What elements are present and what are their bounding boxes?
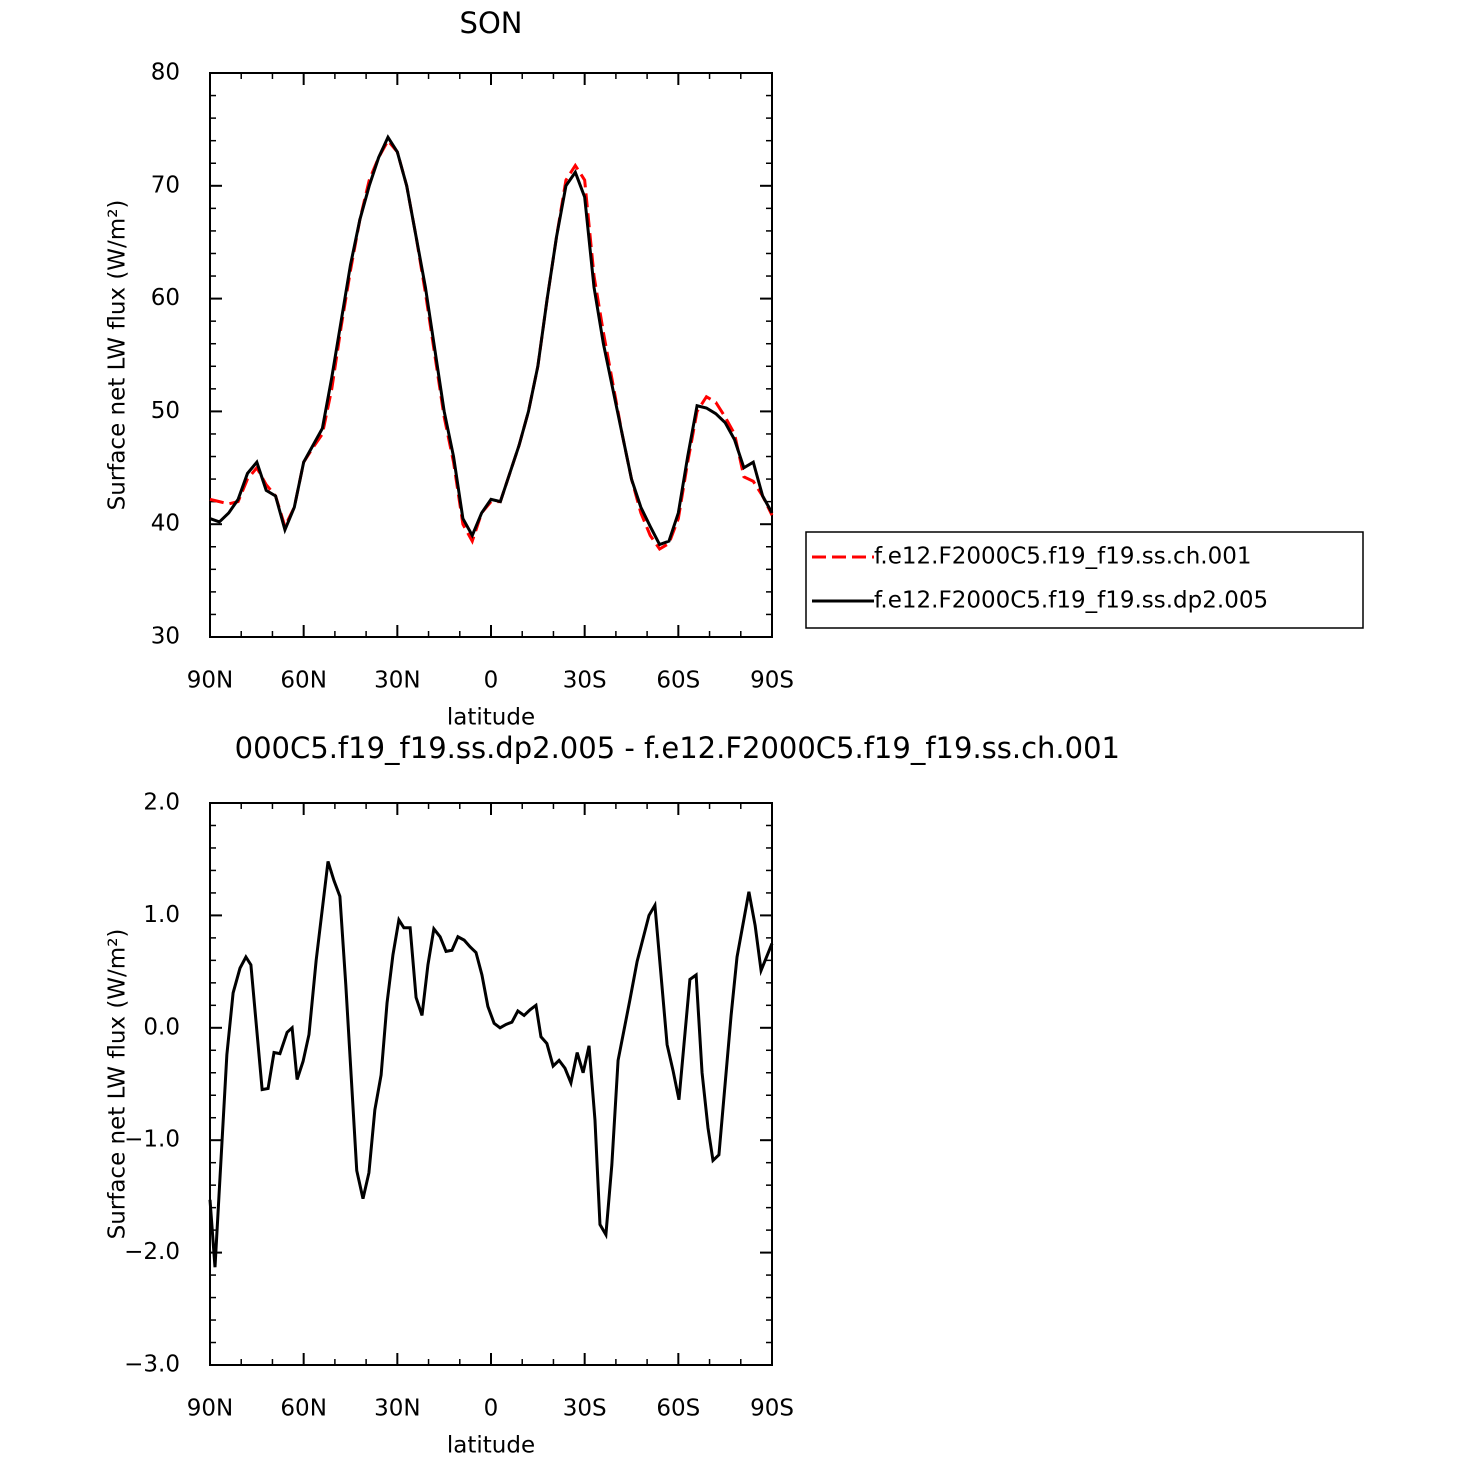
x-tick-label: 90S <box>750 1396 794 1422</box>
x-axis-label: latitude <box>447 705 535 731</box>
x-tick-label: 60N <box>280 668 326 694</box>
legend-label: f.e12.F2000C5.f19_f19.ss.ch.001 <box>874 544 1251 570</box>
y-tick-label: 30 <box>151 624 180 650</box>
y-tick-label: 60 <box>151 285 180 311</box>
x-tick-label: 30N <box>374 1396 420 1422</box>
x-tick-label: 30N <box>374 668 420 694</box>
data-line <box>208 861 774 1268</box>
y-tick-label: −3.0 <box>124 1352 180 1378</box>
y-tick-label: 0.0 <box>143 1014 180 1040</box>
y-tick-label: 70 <box>151 172 180 198</box>
y-tick-label: −1.0 <box>124 1127 180 1153</box>
legend-box <box>805 531 1364 629</box>
y-tick-label: 1.0 <box>143 902 180 928</box>
plot-frame <box>209 72 773 638</box>
y-tick-label: 80 <box>151 60 180 86</box>
x-tick-label: 0 <box>484 668 499 694</box>
chart-title: SON <box>460 6 523 40</box>
x-tick-label: 0 <box>484 1396 499 1422</box>
y-tick-label: 2.0 <box>143 790 180 816</box>
x-axis-label: latitude <box>447 1433 535 1459</box>
x-tick-label: 90S <box>750 668 794 694</box>
y-tick-label: 40 <box>151 511 180 537</box>
plot-frame <box>209 802 773 1366</box>
data-line <box>209 134 774 547</box>
y-tick-label: 50 <box>151 398 180 424</box>
x-tick-label: 30S <box>563 1396 607 1422</box>
y-axis-label: Surface net LW flux (W/m²) <box>105 929 131 1240</box>
x-tick-label: 60S <box>656 668 700 694</box>
chart-title: 000C5.f19_f19.ss.dp2.005 - f.e12.F2000C5… <box>235 731 1120 765</box>
legend-label: f.e12.F2000C5.f19_f19.ss.dp2.005 <box>874 588 1268 614</box>
x-tick-label: 60N <box>280 1396 326 1422</box>
data-line <box>209 138 774 552</box>
y-axis-label: Surface net LW flux (W/m²) <box>105 200 131 511</box>
y-tick-label: −2.0 <box>124 1239 180 1265</box>
x-tick-label: 90N <box>187 1396 233 1422</box>
x-tick-label: 60S <box>656 1396 700 1422</box>
x-tick-label: 30S <box>563 668 607 694</box>
x-tick-label: 90N <box>187 668 233 694</box>
